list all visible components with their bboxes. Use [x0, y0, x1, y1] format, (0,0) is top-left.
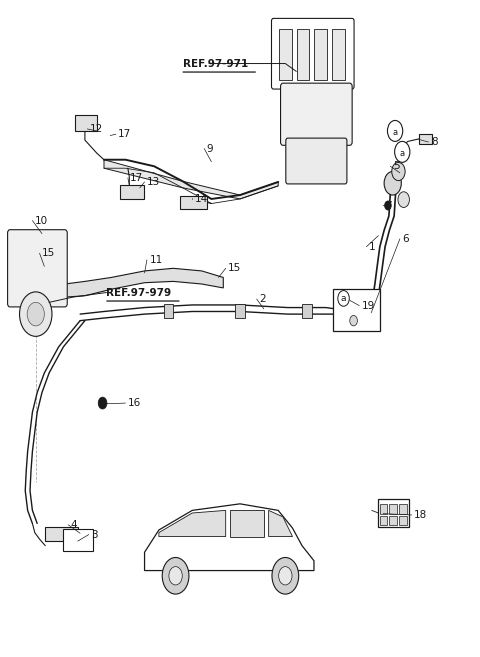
Circle shape: [169, 566, 182, 585]
Circle shape: [395, 141, 410, 162]
Text: 15: 15: [42, 248, 55, 258]
Circle shape: [162, 558, 189, 594]
Circle shape: [392, 162, 405, 181]
Bar: [297, 29, 309, 80]
Text: 5: 5: [393, 161, 399, 171]
Circle shape: [27, 302, 44, 326]
Circle shape: [384, 171, 401, 195]
FancyBboxPatch shape: [286, 138, 347, 184]
Text: REF.97-971: REF.97-971: [183, 58, 248, 68]
Text: 7: 7: [385, 200, 392, 210]
Bar: [362, 307, 375, 319]
Text: 9: 9: [206, 144, 213, 154]
Bar: [378, 499, 409, 528]
Text: 6: 6: [402, 234, 409, 244]
Text: REF.97-979: REF.97-979: [107, 288, 171, 298]
Polygon shape: [144, 504, 314, 570]
Circle shape: [398, 192, 409, 208]
Polygon shape: [159, 510, 226, 537]
Circle shape: [387, 120, 403, 141]
Bar: [389, 505, 397, 514]
Bar: [380, 505, 387, 514]
Circle shape: [384, 201, 391, 210]
Text: 11: 11: [149, 255, 163, 265]
Text: 1: 1: [369, 242, 375, 252]
Polygon shape: [230, 510, 264, 537]
Bar: [164, 304, 173, 318]
Text: 14: 14: [195, 194, 208, 204]
Polygon shape: [104, 160, 278, 199]
Bar: [389, 516, 397, 526]
Text: 10: 10: [35, 215, 48, 225]
Bar: [75, 115, 97, 131]
Text: 19: 19: [362, 301, 375, 311]
Bar: [120, 185, 144, 199]
Polygon shape: [269, 510, 292, 537]
Text: 17: 17: [130, 173, 144, 183]
Bar: [333, 289, 380, 331]
Bar: [302, 304, 312, 318]
Bar: [399, 505, 407, 514]
FancyBboxPatch shape: [272, 18, 354, 89]
Bar: [314, 29, 327, 80]
Bar: [399, 516, 407, 526]
Bar: [279, 29, 291, 80]
Text: 13: 13: [147, 177, 160, 187]
FancyBboxPatch shape: [281, 83, 352, 145]
Text: 8: 8: [431, 137, 437, 147]
Text: 2: 2: [259, 294, 266, 304]
Circle shape: [279, 566, 292, 585]
Text: 3: 3: [91, 530, 98, 539]
FancyBboxPatch shape: [8, 230, 67, 307]
Bar: [420, 133, 432, 144]
Bar: [63, 529, 93, 551]
Bar: [380, 516, 387, 526]
Bar: [235, 304, 245, 318]
Text: 16: 16: [128, 398, 141, 408]
Circle shape: [20, 292, 52, 336]
Circle shape: [98, 397, 107, 409]
Bar: [332, 29, 345, 80]
Circle shape: [272, 558, 299, 594]
Bar: [45, 527, 78, 541]
Polygon shape: [65, 268, 223, 297]
Text: 17: 17: [118, 129, 132, 139]
Text: 4: 4: [71, 520, 77, 530]
Text: 15: 15: [228, 263, 241, 273]
Text: a: a: [400, 148, 405, 158]
Circle shape: [350, 315, 358, 326]
Text: 18: 18: [414, 510, 427, 520]
Circle shape: [338, 290, 349, 306]
Text: 12: 12: [90, 124, 103, 134]
Text: a: a: [393, 127, 397, 137]
Text: a: a: [340, 294, 346, 303]
Bar: [180, 196, 206, 210]
